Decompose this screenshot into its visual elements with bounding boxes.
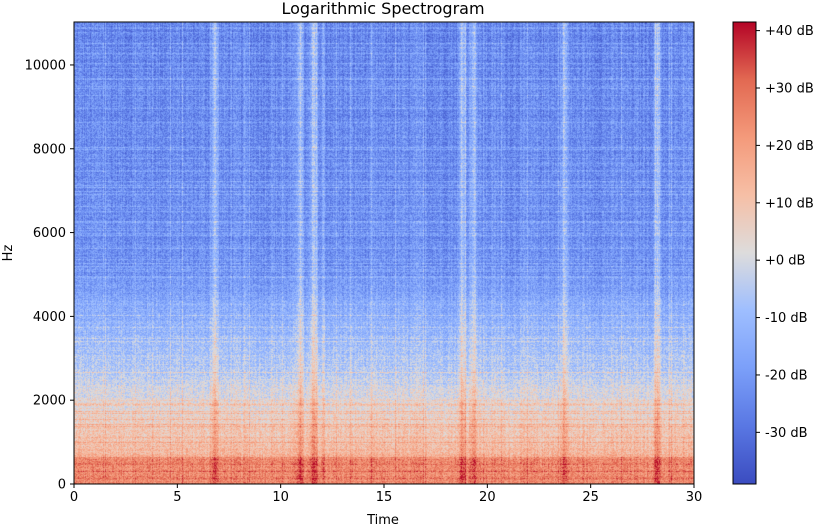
y-tick-label: 8000 — [33, 142, 66, 157]
y-axis-label: Hz — [1, 245, 16, 262]
x-axis-label: Time — [366, 513, 399, 527]
x-tick-label: 25 — [582, 490, 599, 505]
y-tick-label: 6000 — [33, 226, 66, 241]
colorbar-tick-label: +10 dB — [765, 196, 814, 211]
x-tick-label: 20 — [479, 490, 496, 505]
colorbar-axis: +40 dB +30 dB +20 dB +10 dB +0 dB -10 dB -20 d… — [756, 24, 814, 441]
colorbar-tick-label: +20 dB — [765, 139, 814, 154]
colorbar-tick-label: +0 dB — [765, 254, 805, 269]
x-tick-label: 0 — [70, 490, 78, 505]
x-tick-label: 15 — [376, 490, 393, 505]
y-axis: 0 2000 4000 6000 8000 10000 — [25, 58, 74, 493]
x-axis: 0 5 10 15 20 25 30 — [70, 484, 702, 505]
y-tick-label: 4000 — [33, 310, 66, 325]
y-tick-label: 10000 — [25, 58, 66, 73]
x-tick-label: 30 — [686, 490, 703, 505]
y-tick-label: 2000 — [33, 394, 66, 409]
colorbar-tick-label: -20 dB — [765, 368, 808, 383]
colorbar-tick-label: -30 dB — [765, 426, 808, 441]
colorbar-tick-label: -10 dB — [765, 311, 808, 326]
spectrogram-heatmap — [74, 22, 694, 484]
colorbar-tick-label: +40 dB — [765, 24, 814, 39]
colorbar — [732, 21, 757, 485]
y-tick-label: 0 — [58, 478, 66, 493]
chart-title: Logarithmic Spectrogram — [281, 0, 484, 18]
x-tick-label: 5 — [173, 490, 181, 505]
colorbar-tick-label: +30 dB — [765, 82, 814, 97]
x-tick-label: 10 — [272, 490, 289, 505]
